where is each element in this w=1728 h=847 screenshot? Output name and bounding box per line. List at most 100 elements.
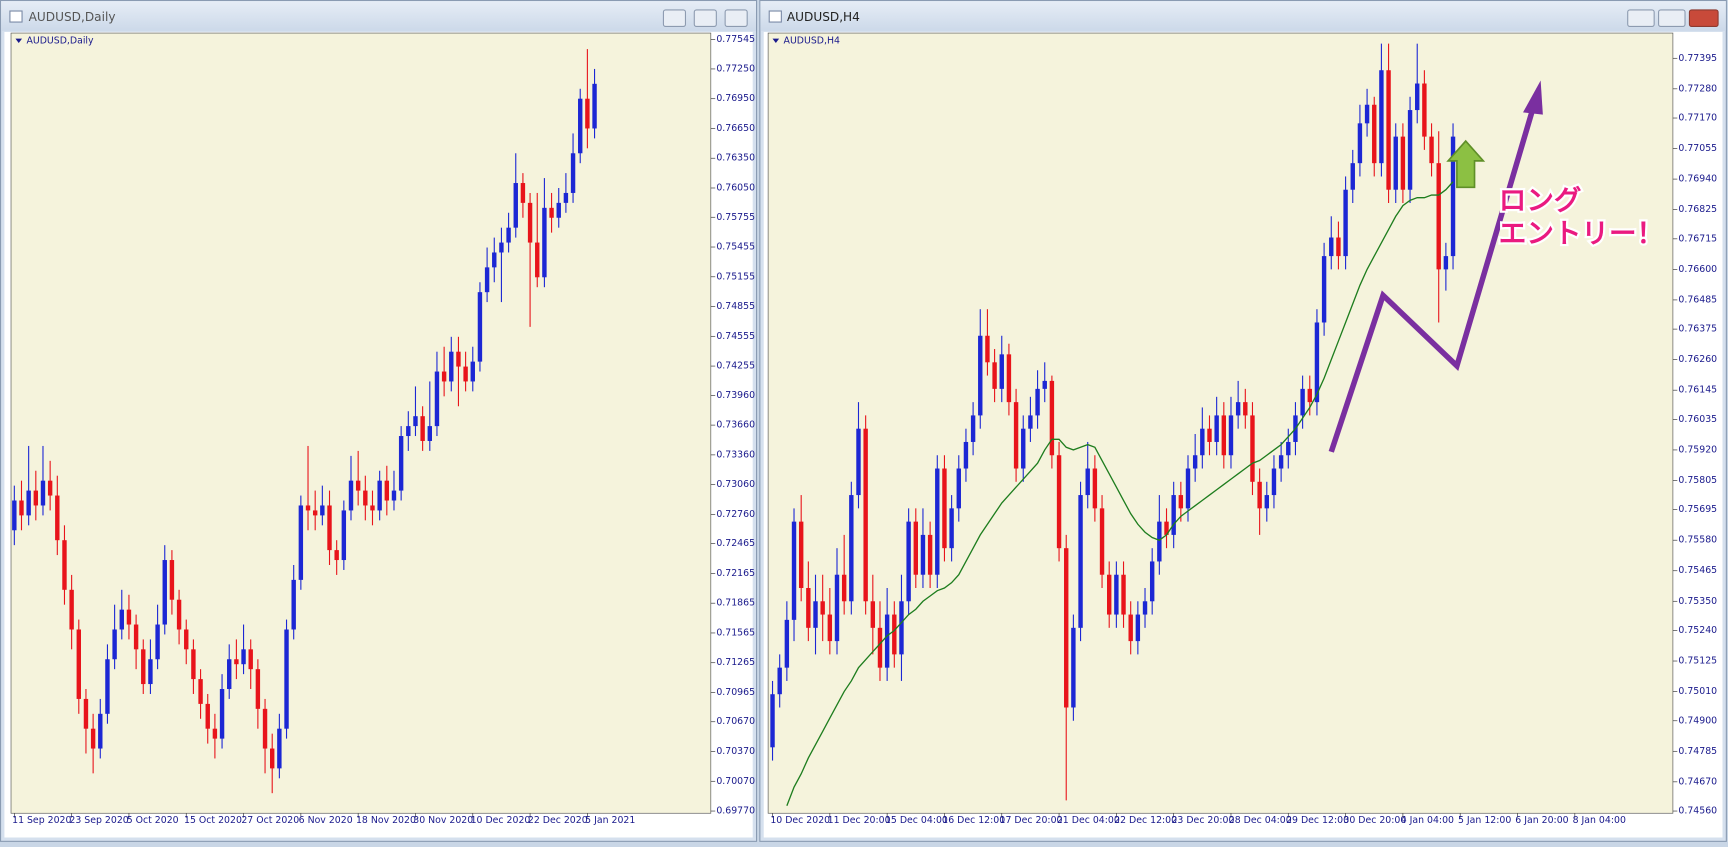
- candle-body: [90, 728, 96, 749]
- y-tick-label: 0.74855: [716, 301, 755, 312]
- candle-body: [920, 534, 926, 575]
- candle-body: [33, 490, 39, 506]
- candle-body: [355, 480, 361, 491]
- candle-body: [1178, 495, 1184, 509]
- candle-body: [1436, 163, 1441, 270]
- y-tick-label: 0.75350: [1678, 596, 1717, 607]
- candle-body: [348, 480, 354, 511]
- y-tick-label: 0.73660: [716, 420, 755, 431]
- x-tick-label: 6 Jan 20:00: [1515, 815, 1568, 826]
- y-tick-label: 0.71565: [716, 627, 755, 638]
- plot-area: [10, 32, 712, 814]
- y-tick-label: 0.77250: [716, 63, 755, 74]
- candle-body: [334, 550, 339, 561]
- candle-body: [248, 649, 253, 670]
- candle-body: [1171, 495, 1176, 535]
- candle-body: [227, 659, 232, 690]
- y-tick-label: 0.75755: [716, 212, 755, 223]
- candle-body: [1429, 136, 1434, 164]
- candle-body: [1207, 428, 1212, 442]
- y-tick-label: 0.70370: [716, 746, 755, 757]
- x-tick-label: 30 Dec 20:00: [1343, 815, 1406, 826]
- candle-body: [298, 505, 304, 580]
- x-tick-label: 4 Jan 04:00: [1401, 815, 1454, 826]
- candle-body: [570, 153, 576, 193]
- annotation: エントリー！: [1499, 217, 1664, 249]
- x-tick-label: 5 Jan 12:00: [1458, 815, 1511, 826]
- candle-body: [284, 629, 289, 729]
- y-tick-label: 0.74900: [1678, 715, 1717, 726]
- candle-body: [1372, 104, 1377, 164]
- title-bar[interactable]: [1, 1, 756, 31]
- y-tick-label: 0.77170: [1678, 113, 1717, 124]
- x-tick-label: 8 Jan 04:00: [1573, 815, 1626, 826]
- candle-body: [377, 480, 382, 511]
- candle-body: [398, 436, 404, 491]
- close-button[interactable]: [724, 9, 748, 27]
- candle-body: [449, 351, 454, 382]
- close-button[interactable]: [1688, 9, 1719, 27]
- y-tick-label: 0.75580: [1678, 535, 1717, 546]
- candle-body: [963, 441, 969, 469]
- restore-button[interactable]: [693, 9, 717, 27]
- candle-body: [1243, 402, 1248, 416]
- plot-area: [767, 32, 1674, 814]
- candle-body: [1336, 237, 1341, 257]
- restore-button[interactable]: [1658, 9, 1686, 27]
- candle-body: [892, 614, 897, 655]
- y-tick-label: 0.75240: [1678, 625, 1717, 636]
- candle-body: [1300, 388, 1305, 416]
- y-tick-label: 0.69770: [716, 806, 755, 817]
- candle-body: [370, 505, 375, 511]
- candle-body: [856, 428, 861, 496]
- candle-body: [427, 426, 432, 441]
- y-tick-label: 0.74555: [716, 331, 755, 342]
- x-tick-label: 6 Nov 2020: [299, 815, 353, 826]
- y-tick-label: 0.75155: [716, 271, 755, 282]
- menu-triangle[interactable]: [772, 38, 780, 43]
- candle-body: [1192, 455, 1198, 469]
- candle-body: [327, 505, 332, 551]
- candle-body: [791, 521, 797, 620]
- minimize-button[interactable]: [1627, 9, 1655, 27]
- candle-body: [191, 649, 196, 680]
- menu-triangle[interactable]: [15, 38, 23, 43]
- candle-body: [520, 183, 526, 203]
- candle-body: [40, 480, 46, 506]
- candle-body: [176, 599, 182, 630]
- candle-body: [484, 267, 490, 293]
- candle-body: [877, 627, 883, 668]
- candle-body: [884, 614, 890, 668]
- y-tick-label: 0.72760: [716, 509, 755, 520]
- x-tick-label: 10 Dec 2020: [471, 815, 531, 826]
- y-tick-label: 0.75455: [716, 242, 755, 253]
- title-bar[interactable]: [760, 1, 1726, 31]
- candle-body: [205, 703, 210, 729]
- x-tick-label: 18 Nov 2020: [356, 815, 416, 826]
- y-tick-label: 0.76600: [1678, 264, 1717, 275]
- candle-body: [935, 468, 940, 575]
- candle-body: [827, 614, 833, 642]
- window-daily: AUDUSD,Daily AUDUSD,Daily: [0, 0, 758, 842]
- y-tick-label: 0.76050: [716, 182, 755, 193]
- candle-body: [456, 351, 461, 367]
- candle-body: [956, 468, 961, 509]
- trend-arrow: [1328, 103, 1537, 453]
- candle-body: [1257, 481, 1262, 509]
- candle-body: [212, 728, 218, 739]
- candle-body: [1350, 163, 1355, 190]
- candle-body: [463, 366, 468, 382]
- candle-body: [1278, 455, 1284, 469]
- candle-body: [1422, 83, 1427, 137]
- minimize-button[interactable]: [662, 9, 687, 27]
- candle-body: [420, 416, 425, 441]
- candle-body: [363, 490, 368, 506]
- candle-body: [148, 659, 153, 685]
- y-tick-label: 0.74255: [716, 361, 755, 372]
- candle-body: [341, 510, 347, 561]
- candle-body: [1307, 388, 1312, 403]
- candle-body: [1042, 380, 1047, 389]
- x-tick-label: 15 Dec 04:00: [885, 815, 948, 826]
- candle-body: [1164, 521, 1169, 535]
- chart-label: AUDUSD,Daily: [26, 35, 94, 46]
